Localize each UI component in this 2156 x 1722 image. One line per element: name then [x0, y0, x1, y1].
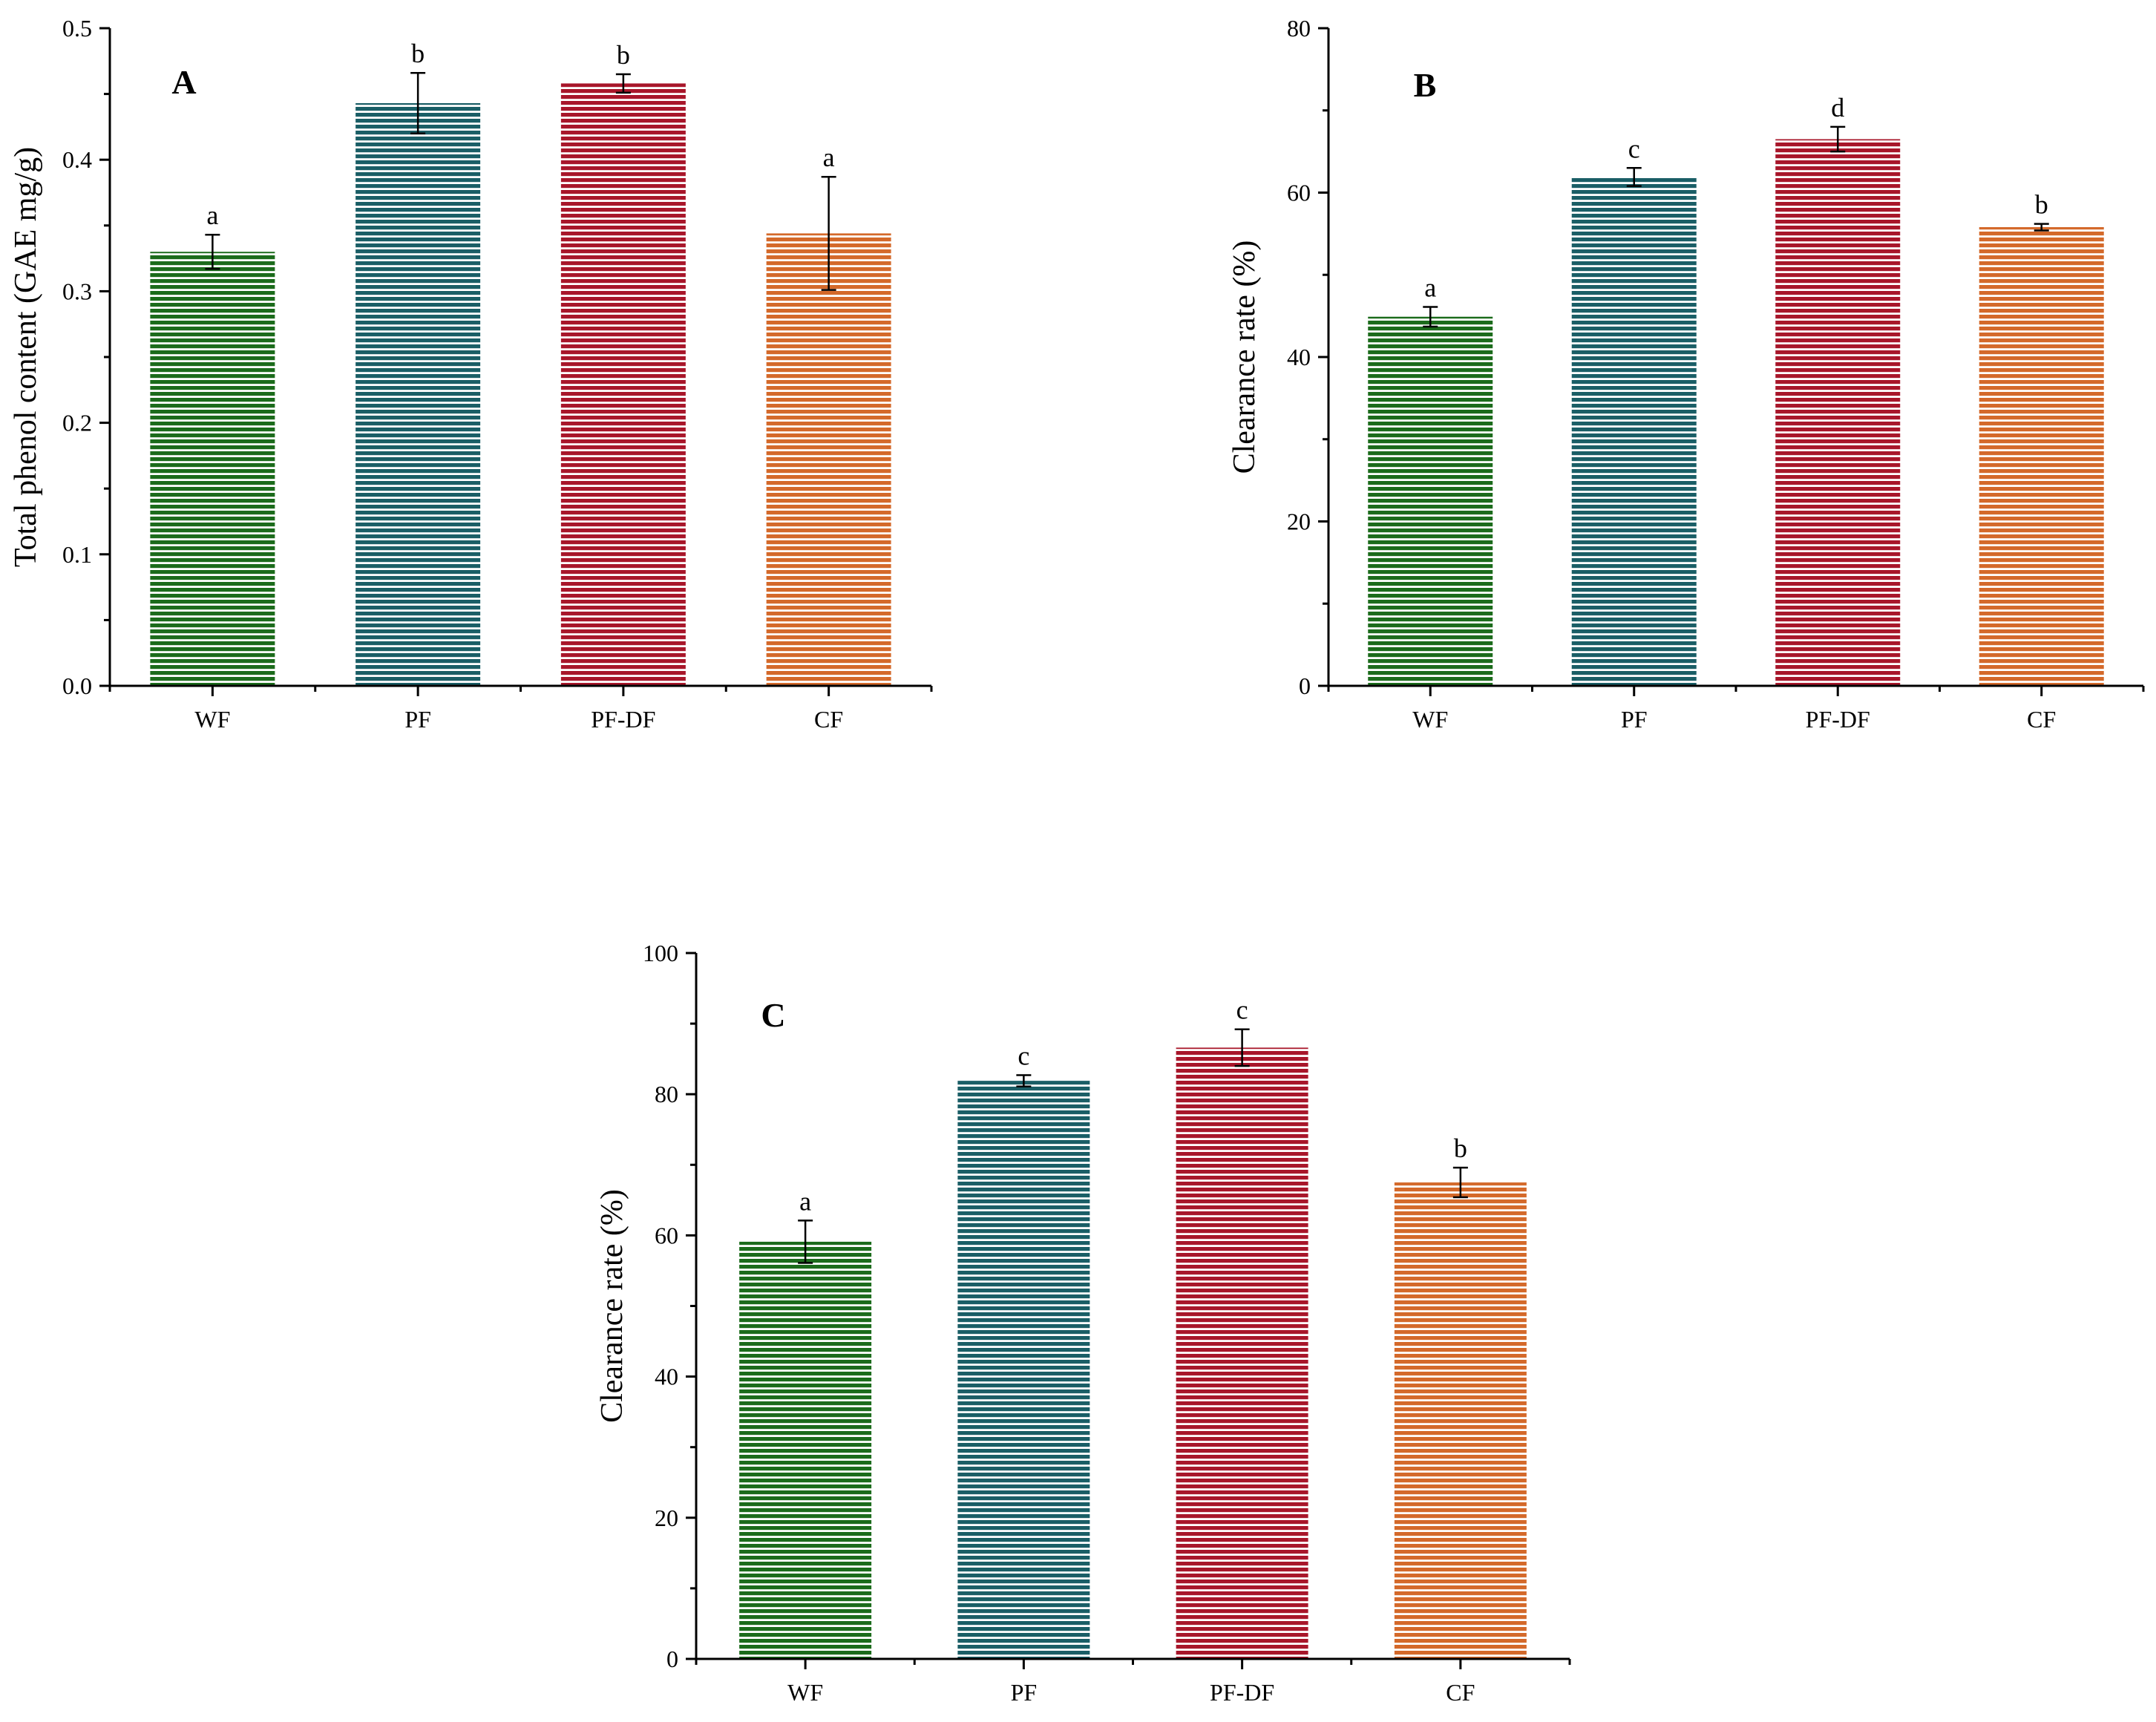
panel-b-error-bar-pf: [1626, 167, 1642, 187]
panel-a-y-tick-label: 0.5: [62, 15, 92, 42]
panel-a-sig-letter-pf-df: b: [617, 40, 630, 70]
panel-a-bar-cf: [766, 233, 891, 686]
panel-a-x-tick-label-cf: CF: [814, 706, 843, 733]
panel-b-sig-letter-pf: c: [1628, 134, 1640, 163]
panel-c-y-axis-title: Clearance rate (%): [595, 1189, 629, 1423]
panel-b-letter: B: [1414, 66, 1437, 104]
panel-c-axes: [686, 952, 1571, 1669]
panel-a-letter: A: [171, 63, 196, 101]
panel-c-y-tick-label: 0: [666, 1646, 678, 1672]
panel-c-y-tick-label: 60: [655, 1222, 678, 1248]
panel-b-bar-pf: [1571, 177, 1697, 686]
panel-b-chart: a c d b 0 20 40 60 80 WF PF PF-DF CF Clearance rate (…: [1228, 15, 2145, 733]
panel-c-x-tick-label-wf: WF: [787, 1679, 823, 1706]
panel-a-error-bar-cf: [821, 175, 836, 291]
panel-b-error-bar-pf-df: [1830, 125, 1846, 153]
panel-c-y-tick-label: 40: [655, 1363, 678, 1390]
panel-c-sig-letter-pf: c: [1018, 1041, 1029, 1071]
panel-b-y-tick-label: 40: [1287, 344, 1311, 370]
panel-c-sig-letter-pf-df: c: [1236, 995, 1248, 1025]
panel-b-x-tick-label-wf: WF: [1412, 706, 1448, 733]
panel-c-letter: C: [761, 996, 785, 1034]
panel-b-sig-letter-cf: b: [2035, 190, 2048, 220]
panel-b-error-bar-wf: [1423, 306, 1438, 328]
panel-a-bar-pf: [355, 103, 481, 686]
panel-c-bar-cf: [1394, 1182, 1527, 1659]
panel-a-y-tick-label: 0.2: [62, 410, 92, 436]
panel-b-y-tick-label: 60: [1287, 180, 1311, 206]
panel-a-y-axis-title: Total phenol content (GAE mg/g): [9, 147, 43, 567]
panel-a-y-tick-label: 0.3: [62, 278, 92, 304]
panel-b-y-axis-title: Clearance rate (%): [1228, 240, 1262, 474]
panel-a-bar-wf: [150, 252, 275, 686]
panel-c-y-tick-label: 20: [655, 1505, 678, 1531]
panel-b-bar-cf: [1979, 227, 2104, 686]
panel-b-bar-pf-df: [1775, 139, 1901, 686]
panel-a-bar-pf-df: [560, 83, 686, 686]
panel-c-x-tick-label-pf-df: PF-DF: [1210, 1679, 1274, 1706]
panel-a-y-tick-label: 0.4: [62, 146, 92, 173]
panel-c-chart: a c c b 0 20 40 60 80 100 WF PF PF-DF CF Clearance rat…: [595, 940, 1571, 1706]
panel-a-sig-letter-cf: a: [823, 143, 835, 172]
panel-b-x-tick-label-pf: PF: [1621, 706, 1648, 733]
panel-b-y-tick-label: 20: [1287, 508, 1311, 535]
panel-c-error-bar-wf: [798, 1220, 813, 1264]
panel-b-axes: [1318, 27, 2145, 696]
panel-c-y-tick-label: 80: [655, 1081, 678, 1107]
panel-b-x-tick-label-cf: CF: [2027, 706, 2056, 733]
panel-a-x-tick-label-wf: WF: [194, 706, 230, 733]
panel-c-bar-wf: [739, 1241, 872, 1659]
panel-c-x-tick-label-cf: CF: [1446, 1679, 1475, 1706]
panel-c-sig-letter-cf: b: [1454, 1133, 1467, 1163]
panel-a-y-tick-label: 0.0: [62, 672, 92, 699]
panel-b-error-bar-cf: [2034, 223, 2049, 232]
panel-a-error-bar-pf: [410, 71, 426, 135]
panel-b-sig-letter-wf: a: [1424, 272, 1436, 302]
panel-a-chart: a b b a 0.0 0.1 0.2 0.3 0.4 0.5 WF PF PF-DF CF Total p…: [9, 15, 933, 733]
panel-b-y-tick-label: 0: [1299, 672, 1311, 699]
panel-a-axes: [99, 27, 933, 696]
panel-c-y-tick-label: 100: [643, 940, 678, 966]
panel-c-bar-pf-df: [1176, 1047, 1308, 1659]
panel-b-x-tick-label-pf-df: PF-DF: [1806, 706, 1870, 733]
panel-c-bar-pf: [957, 1081, 1090, 1659]
panel-b-sig-letter-pf-df: d: [1831, 93, 1844, 122]
panel-c-error-bar-pf: [1016, 1074, 1032, 1087]
panel-c-error-bar-pf-df: [1234, 1028, 1250, 1067]
panel-a-error-bar-pf-df: [615, 73, 631, 94]
panel-a-error-bar-wf: [205, 233, 220, 270]
panel-a-x-tick-label-pf-df: PF-DF: [591, 706, 655, 733]
panel-a-sig-letter-pf: b: [411, 39, 425, 68]
panel-b-bar-wf: [1368, 316, 1493, 686]
panel-a-y-tick-label: 0.1: [62, 541, 92, 568]
panel-a-sig-letter-wf: a: [206, 200, 218, 230]
panel-c-sig-letter-wf: a: [799, 1186, 811, 1216]
panel-c-x-tick-label-pf: PF: [1011, 1679, 1038, 1706]
panel-a-x-tick-label-pf: PF: [404, 706, 431, 733]
panel-b-y-tick-label: 80: [1287, 15, 1311, 42]
panel-c-error-bar-cf: [1452, 1166, 1468, 1199]
